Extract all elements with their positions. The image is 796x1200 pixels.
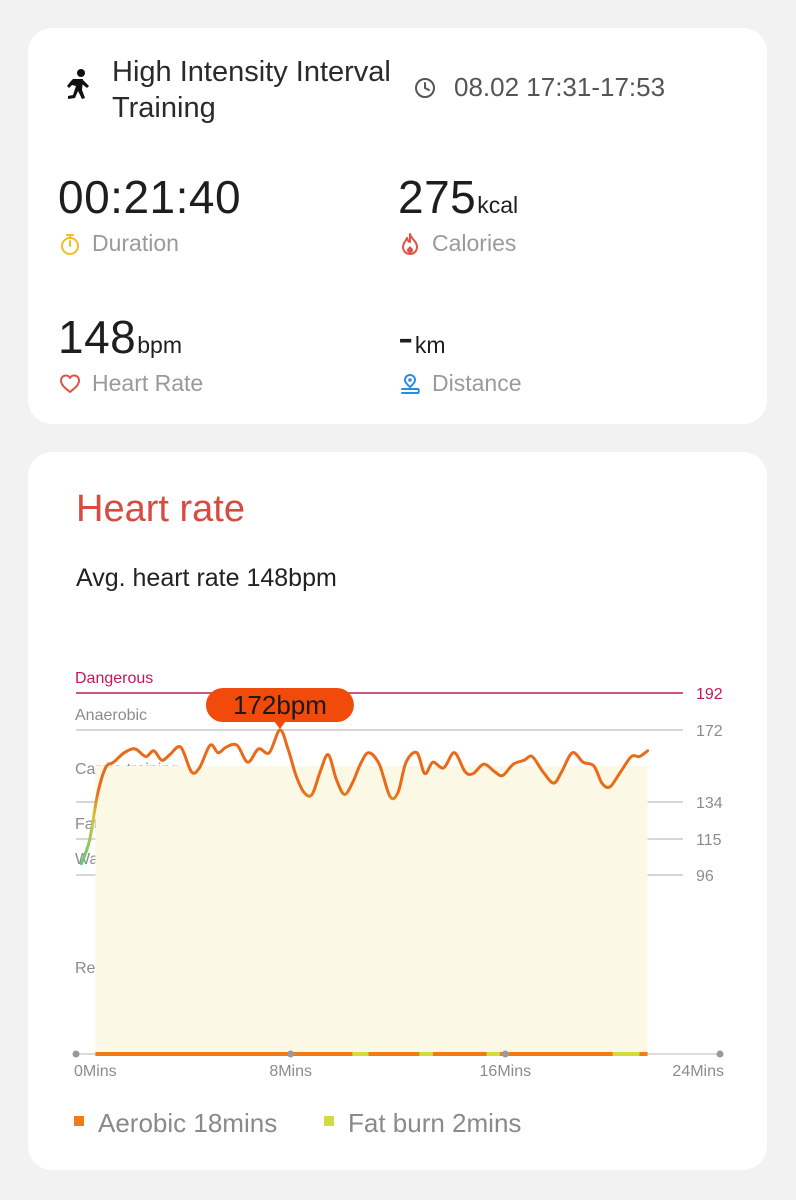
time-range-text: 08.02 17:31-17:53 <box>454 72 666 102</box>
calories-value: 275 <box>398 171 477 223</box>
running-person-icon <box>67 69 89 99</box>
y-tick-label-115: 115 <box>696 832 722 849</box>
distance-value: - <box>398 311 414 363</box>
legend-fat-burn-label: Fat burn 2mins <box>348 1108 522 1138</box>
legend-fat-burn: Fat burn 2mins <box>324 1108 521 1139</box>
distance-metric: -km Distance <box>398 310 521 397</box>
peak-badge <box>205 688 354 722</box>
duration-value: 00:21:40 <box>58 171 242 223</box>
x-tick-label-8: 8Mins <box>269 1063 312 1080</box>
zone-label-dangerous: Dangerous <box>75 670 153 687</box>
x-tick-dot-16 <box>501 1050 509 1058</box>
peak-label: 172bpm <box>233 690 327 720</box>
x-tick-dot-24 <box>716 1050 724 1058</box>
zone-label-anaerobic: Anaerobic <box>75 707 147 724</box>
avg-heart-rate-text: Avg. heart rate 148bpm <box>76 564 337 592</box>
aerobic-swatch <box>74 1115 84 1126</box>
heart-rate-chart: DangerousAnaerobicCardio trainingFat bur… <box>72 670 724 1080</box>
workout-title: High Intensity Interval Training <box>112 56 391 124</box>
location-pin-icon <box>401 373 420 394</box>
x-tick-label-0: 0Mins <box>74 1063 117 1080</box>
calories-label: Calories <box>432 230 517 256</box>
heart-rate-line <box>79 728 650 866</box>
aerobic-time-bar <box>95 1052 648 1056</box>
fat-burn-time-bar-1 <box>352 1052 369 1056</box>
peak-badge-pointer <box>273 721 286 729</box>
workout-time-range: 08.02 17:31-17:53 <box>414 72 665 103</box>
heart-rate-card: Heart rate Avg. heart rate 148bpm Danger… <box>28 452 767 1170</box>
clock-icon <box>415 77 435 98</box>
y-tick-label-96: 96 <box>696 868 714 885</box>
heart-rate-value: 148 <box>58 311 137 363</box>
y-tick-label-192: 192 <box>696 686 723 703</box>
duration-label: Duration <box>92 230 179 256</box>
distance-unit: km <box>414 332 446 358</box>
heart-icon <box>60 374 80 393</box>
heart-rate-metric: 148bpm Heart Rate <box>58 310 203 397</box>
x-tick-dot-0 <box>72 1050 80 1058</box>
fat-burn-time-bar-4 <box>612 1052 640 1056</box>
x-tick-dot-8 <box>287 1050 295 1058</box>
fat-burn-time-bar-3 <box>486 1052 500 1056</box>
x-tick-label-16: 16Mins <box>480 1063 532 1080</box>
y-tick-label-134: 134 <box>696 795 723 812</box>
y-tick-label-172: 172 <box>696 723 723 740</box>
duration-metric: 00:21:40 Duration <box>58 170 242 257</box>
chart-area-fill <box>95 766 648 1054</box>
section-title: Heart rate <box>76 488 245 530</box>
heart-rate-label: Heart Rate <box>92 370 204 396</box>
fat-burn-time-bar-2 <box>419 1052 433 1056</box>
stopwatch-icon <box>61 233 79 255</box>
workout-summary-card: High Intensity Interval Training 08.02 1… <box>28 28 767 424</box>
heart-rate-unit: bpm <box>137 332 182 358</box>
calories-unit: kcal <box>477 192 519 218</box>
legend-aerobic: Aerobic 18mins <box>74 1108 277 1139</box>
flame-icon <box>402 232 418 255</box>
distance-label: Distance <box>432 370 522 396</box>
calories-metric: 275kcal Calories <box>398 170 518 257</box>
x-tick-label-24: 24Mins <box>672 1063 724 1080</box>
legend-aerobic-label: Aerobic 18mins <box>98 1108 278 1138</box>
fat-burn-swatch <box>324 1115 334 1126</box>
